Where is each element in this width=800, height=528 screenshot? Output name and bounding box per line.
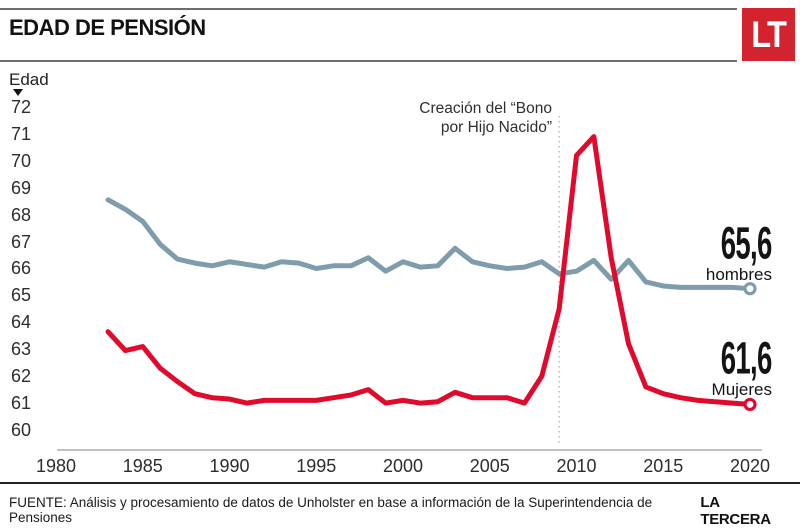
- y-tick-label: 64: [10, 312, 31, 333]
- hombres-end-marker: [743, 282, 757, 296]
- la-tercera-logo: LT: [742, 8, 795, 61]
- y-tick-label: 70: [10, 150, 31, 171]
- footer: FUENTE: Análisis y procesamiento de dato…: [0, 494, 800, 528]
- mujeres-line: [105, 134, 753, 407]
- annotation-line-2: por Hijo Nacido”: [440, 119, 552, 137]
- brand-name: LA TERCERA: [700, 494, 771, 528]
- y-tick-label: 61: [10, 393, 31, 414]
- y-tick-label: 67: [10, 231, 31, 252]
- y-tick-label: 71: [10, 123, 31, 144]
- y-tick-label: 72: [10, 96, 31, 117]
- header-bottom-rule: [0, 60, 737, 62]
- annotation-bono-por-hijo: Creación del “Bono por Hijo Nacido”: [322, 99, 552, 138]
- y-axis-title: Edad: [9, 70, 49, 89]
- y-tick-label: 63: [10, 339, 31, 360]
- x-tick-label: 2000: [382, 456, 424, 476]
- mujeres-end-value: 61,6: [720, 333, 773, 384]
- y-tick-label: 65: [10, 285, 31, 306]
- y-tick-label: 69: [10, 177, 31, 198]
- x-tick-label: 1990: [209, 456, 250, 476]
- x-tick-label: 2020: [729, 456, 771, 476]
- x-tick-label: 2010: [556, 456, 597, 476]
- header-top-rule: [0, 8, 737, 10]
- x-tick-label: 1995: [296, 456, 337, 476]
- x-tick-label: 2015: [643, 456, 684, 476]
- footer-rule: [0, 482, 800, 484]
- mujeres-end-marker: [743, 397, 757, 412]
- y-tick-label: 60: [10, 420, 31, 440]
- end-label-hombres: 65,6 hombres: [692, 218, 773, 285]
- y-tick-label: 66: [10, 258, 31, 279]
- source-note: FUENTE: Análisis y procesamiento de dato…: [9, 495, 653, 525]
- y-tick-label: 68: [10, 204, 31, 225]
- y-tick-label: 62: [10, 366, 31, 387]
- x-tick-label: 1985: [122, 456, 163, 476]
- page-title: EDAD DE PENSIÓN: [9, 15, 206, 40]
- logo-text: LT: [751, 14, 788, 55]
- x-tick-label: 1980: [35, 456, 77, 476]
- end-label-mujeres: 61,6 Mujeres: [692, 333, 773, 400]
- mujeres-series-name: Mujeres: [711, 380, 772, 399]
- hombres-end-value: 65,6: [720, 218, 773, 269]
- hombres-line: [105, 197, 753, 292]
- down-arrow-icon: [13, 89, 23, 96]
- annotation-line-1: Creación del “Bono: [419, 100, 552, 117]
- hombres-series-name: hombres: [705, 265, 772, 284]
- x-tick-label: 2005: [469, 456, 510, 476]
